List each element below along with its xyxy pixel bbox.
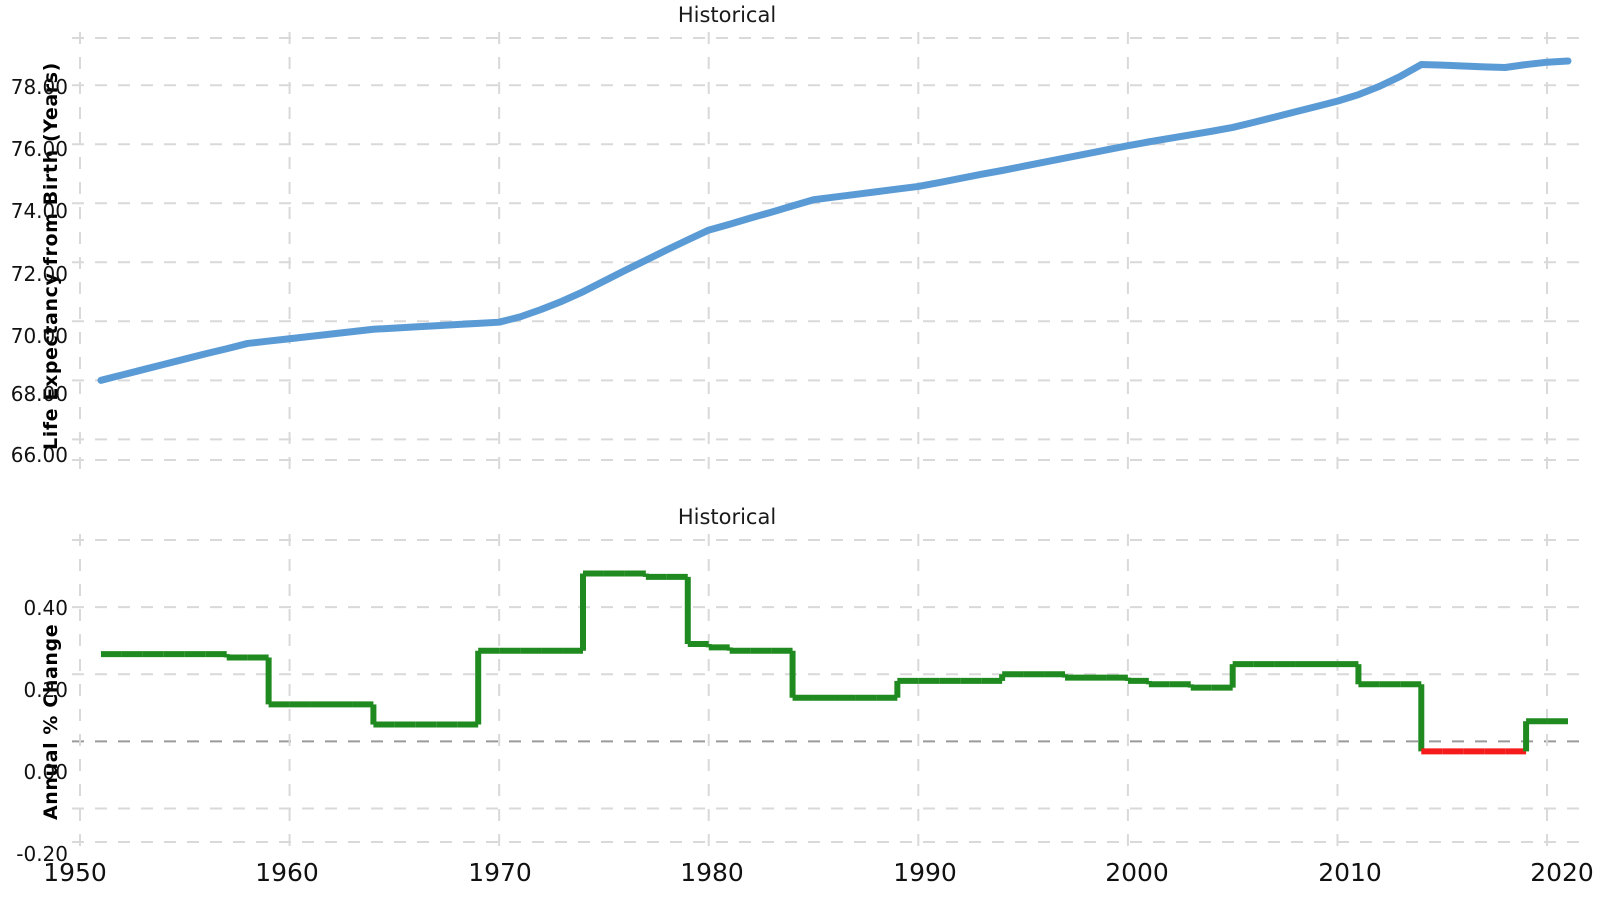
x-tick-label: 1960 (255, 858, 319, 887)
y-tick-label: 74.00 (10, 199, 68, 223)
y-tick-label: 0.00 (23, 760, 68, 784)
panel-title-life-expectancy: Historical (677, 3, 777, 27)
x-tick-label: 1990 (893, 858, 957, 887)
x-tick-label: 2020 (1530, 858, 1594, 887)
y-tick-label: 70.00 (10, 324, 68, 348)
x-tick-label: 1980 (680, 858, 744, 887)
x-tick-label: 1970 (468, 858, 532, 887)
plot-area-annual-pct-change (72, 534, 1582, 854)
panel-life-expectancy: Historical Life Expectancy from Birth (Y… (10, 3, 1582, 472)
y-tick-label: 0.20 (23, 678, 68, 702)
plot-area-life-expectancy (72, 32, 1582, 472)
x-tick-label: 1950 (43, 858, 107, 887)
y-tick-label: 72.00 (10, 262, 68, 286)
panel-title-annual-pct-change: Historical (677, 505, 777, 529)
panel-annual-pct-change: Historical Annual % Change 0.40 0.20 0.0… (0, 490, 1600, 902)
x-tick-label: 2000 (1105, 858, 1169, 887)
y-tick-label: 0.40 (23, 596, 68, 620)
y-tick-label: 66.00 (10, 443, 68, 467)
y-tick-label: 76.00 (10, 137, 68, 161)
y-tick-label: -0.20 (16, 842, 68, 866)
y-tick-label: 68.00 (10, 382, 68, 406)
y-tick-label: 78.00 (10, 75, 68, 99)
x-tick-label: 2010 (1318, 858, 1382, 887)
